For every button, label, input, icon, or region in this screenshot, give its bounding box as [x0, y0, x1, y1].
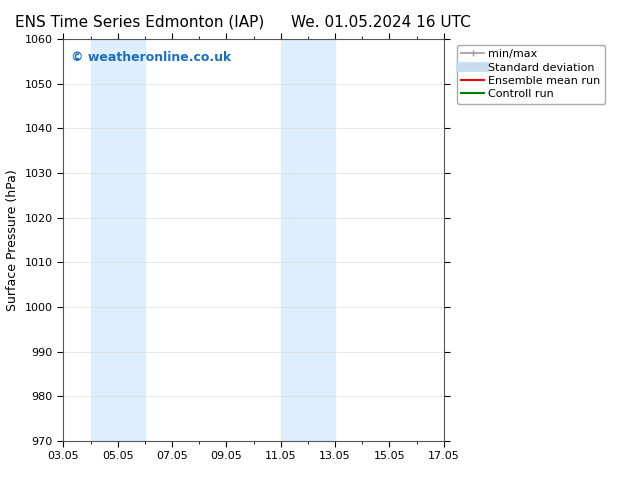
- Legend: min/max, Standard deviation, Ensemble mean run, Controll run: min/max, Standard deviation, Ensemble me…: [457, 45, 605, 104]
- Bar: [91, 39, 145, 441]
- Bar: [281, 39, 335, 441]
- Text: © weatheronline.co.uk: © weatheronline.co.uk: [71, 51, 231, 64]
- Y-axis label: Surface Pressure (hPa): Surface Pressure (hPa): [6, 169, 19, 311]
- Text: We. 01.05.2024 16 UTC: We. 01.05.2024 16 UTC: [290, 15, 470, 30]
- Text: ENS Time Series Edmonton (IAP): ENS Time Series Edmonton (IAP): [15, 15, 264, 30]
